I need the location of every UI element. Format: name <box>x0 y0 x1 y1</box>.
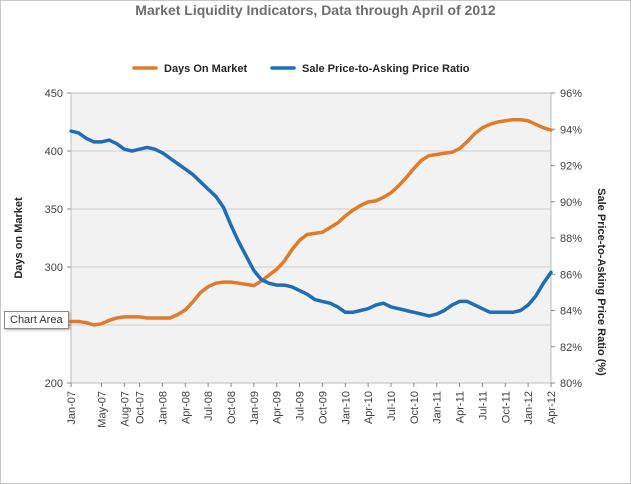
y-right-axis-title: Sale Price-to-Asking Price Ratio (%) <box>595 188 607 376</box>
series-lines <box>69 117 553 327</box>
plot-area[interactable] <box>70 92 552 384</box>
legend-label-sale-price-ratio: Sale Price-to-Asking Price Ratio <box>302 63 470 75</box>
x-tick-label: Apr-09 <box>272 391 284 424</box>
x-tick-label: Jan-08 <box>157 391 169 425</box>
x-tick-label: Oct-09 <box>317 391 329 424</box>
y-right-tick-label: 94% <box>560 124 582 136</box>
y-right-tick-label: 80% <box>560 378 582 390</box>
series-line-sale-price-ratio[interactable] <box>69 129 553 318</box>
y-left-tick-label: 300 <box>45 262 63 274</box>
x-tick-label: Jul-08 <box>203 391 215 421</box>
x-tick-label: Oct-11 <box>500 391 512 423</box>
x-tick-label: Oct-07 <box>135 391 147 424</box>
x-tick-label: Oct-10 <box>409 391 421 424</box>
y-left-tick-labels: 200250300350400450 <box>45 88 63 390</box>
y-left-tick-label: 450 <box>45 88 63 100</box>
x-tick-label: Jul-10 <box>386 391 398 421</box>
x-tick-label: Apr-12 <box>546 391 558 424</box>
x-tick-label: Jan-09 <box>249 391 261 425</box>
y-right-tick-labels: 80% 82% 84% 86% 88% 90% 92% 94% 96% <box>560 88 582 390</box>
legend-label-days-on-market: Days On Market <box>164 63 247 75</box>
gridlines <box>71 150 551 326</box>
x-tick-labels: Jan-07 May-07 Aug-07 Oct-07 Jan-08 Apr-08 Jul-… <box>66 391 558 428</box>
x-tick-label: May-07 <box>96 391 108 428</box>
chart-area-tooltip: Chart Area <box>4 311 69 329</box>
y-right-tick-label: 88% <box>560 233 582 245</box>
x-tick-label: Jan-11 <box>432 391 444 424</box>
x-tick-label: Apr-11 <box>455 391 467 423</box>
chart-title: Market Liquidity Indicators, Data throug… <box>135 2 496 18</box>
y-right-tick-label: 82% <box>560 342 582 354</box>
x-tick-label: Jan-12 <box>523 391 535 425</box>
y-right-tick-label: 96% <box>560 88 582 100</box>
y-right-tick-label: 90% <box>560 197 582 209</box>
x-tick-label: Jul-09 <box>295 391 307 421</box>
y-right-tick-label: 86% <box>560 269 582 281</box>
y-left-tick-label: 400 <box>45 146 63 158</box>
x-tick-label: Jan-07 <box>66 391 78 425</box>
x-tick-label: Oct-08 <box>226 391 238 424</box>
series-line-days-on-market[interactable] <box>69 117 553 327</box>
y-right-tick-label: 84% <box>560 306 582 318</box>
y-right-tick-label: 92% <box>560 161 582 173</box>
y-left-tick-label: 200 <box>45 378 63 390</box>
x-tick-label: Apr-10 <box>363 391 375 424</box>
x-tick-label: Apr-08 <box>180 391 192 424</box>
y-left-axis-title: Days on Market <box>13 197 25 279</box>
y-left-tick-label: 350 <box>45 204 63 216</box>
x-tick-label: Aug-07 <box>119 391 131 426</box>
legend: Days On Market Sale Price-to-Asking Pric… <box>132 63 470 75</box>
x-tick-label: Jul-11 <box>477 391 489 420</box>
x-tick-label: Jan-10 <box>340 391 352 425</box>
